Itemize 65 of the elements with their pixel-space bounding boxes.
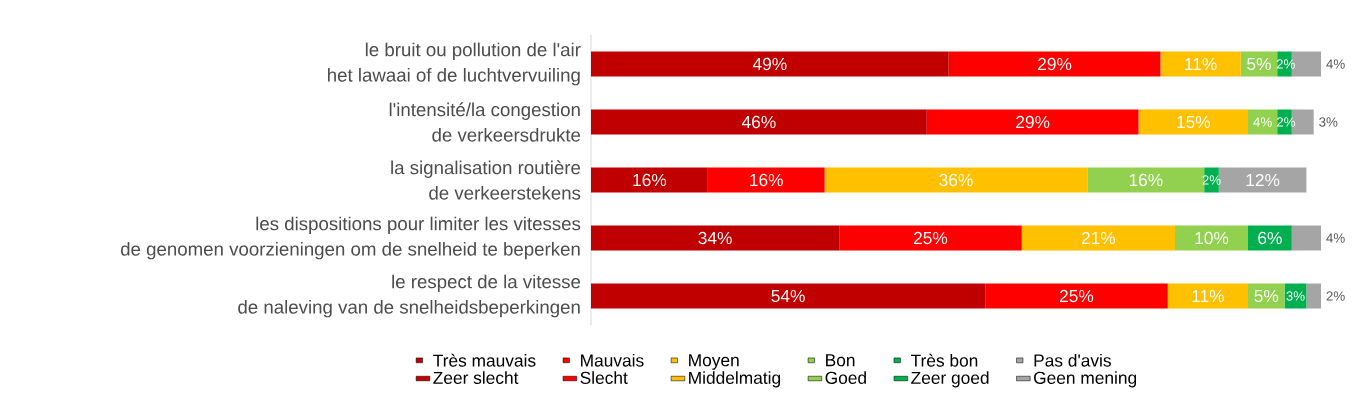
data-label: 25%: [1059, 289, 1094, 303]
bar: [985, 283, 1168, 309]
bar: [1175, 225, 1248, 251]
bar: [926, 109, 1139, 135]
data-label: 6%: [1258, 231, 1282, 245]
data-label: 5%: [1247, 57, 1271, 71]
data-label: 36%: [939, 173, 973, 187]
bar: [824, 167, 1088, 193]
y-tick-label: le bruit ou pollution de l'air het lawaai of de luchtvervuiling: [328, 42, 581, 86]
legend-label: Bon: [826, 354, 855, 367]
data-label: 15%: [1177, 115, 1210, 129]
data-label: 3%: [1319, 117, 1338, 127]
data-label: 11%: [1192, 289, 1224, 303]
bar: [1021, 225, 1175, 251]
y-tick-label: les dispositions pour limiter les vitesses de genomen voorzieningen om de snelheid te beperken: [120, 216, 581, 260]
data-label: 5%: [1254, 289, 1279, 303]
data-label: 16%: [1129, 173, 1163, 187]
data-label: 25%: [913, 231, 948, 245]
bar: [1306, 283, 1321, 309]
y-tick-label: le respect de la vitesse de naleving van de snelheidsbeperkingen: [238, 274, 581, 318]
legend-label: Middelmatig: [689, 371, 781, 388]
data-label: 29%: [1038, 57, 1072, 71]
legend-label: Slecht: [580, 371, 628, 384]
bar: [591, 109, 927, 135]
data-label: 4%: [1326, 233, 1345, 243]
bar: [1167, 283, 1248, 309]
legend-label: Très mauvais: [433, 353, 536, 367]
bar: [1247, 225, 1292, 251]
data-label: 21%: [1081, 231, 1116, 245]
bar: [591, 225, 840, 251]
bar: [591, 167, 708, 193]
data-label: 29%: [1016, 115, 1050, 129]
data-label: 2%: [1326, 291, 1345, 301]
data-label: 11%: [1185, 57, 1217, 71]
legend-label: Pas d'avis: [1034, 353, 1111, 367]
bar: [1291, 225, 1321, 251]
legend-label: Moyen: [689, 354, 739, 370]
legend-label: Geen mening: [1034, 371, 1137, 388]
data-label: 4%: [1326, 59, 1345, 69]
data-label: 10%: [1195, 231, 1229, 245]
data-label: 16%: [750, 173, 783, 187]
data-label: 54%: [771, 289, 805, 303]
bar: [1284, 283, 1307, 309]
bar: [1160, 51, 1241, 77]
data-label: 49%: [752, 57, 787, 71]
bar: [591, 283, 986, 309]
data-label: 16%: [633, 173, 667, 187]
legend-label: Mauvais: [581, 353, 644, 367]
bar: [1247, 109, 1278, 135]
bar: [591, 51, 949, 77]
legend-label: Très bon: [910, 353, 978, 367]
data-label: 46%: [741, 115, 776, 129]
data-label: 4%: [1253, 117, 1272, 127]
bar: [707, 167, 825, 193]
legend-label: Goed: [825, 371, 866, 384]
bar: [1138, 109, 1248, 135]
y-tick-label: la signalisation routière de verkeerstekens: [391, 160, 581, 200]
bar: [839, 225, 1022, 251]
bar: [948, 51, 1161, 77]
data-label: 34%: [698, 231, 732, 245]
data-label: 3%: [1286, 291, 1305, 301]
data-label: 12%: [1246, 173, 1280, 187]
legend-label: Zeer slecht: [433, 371, 519, 384]
y-tick-label: l'intensité/la congestion de verkeersdrukte: [389, 102, 581, 142]
legend-label: Zeer goed: [911, 371, 989, 388]
